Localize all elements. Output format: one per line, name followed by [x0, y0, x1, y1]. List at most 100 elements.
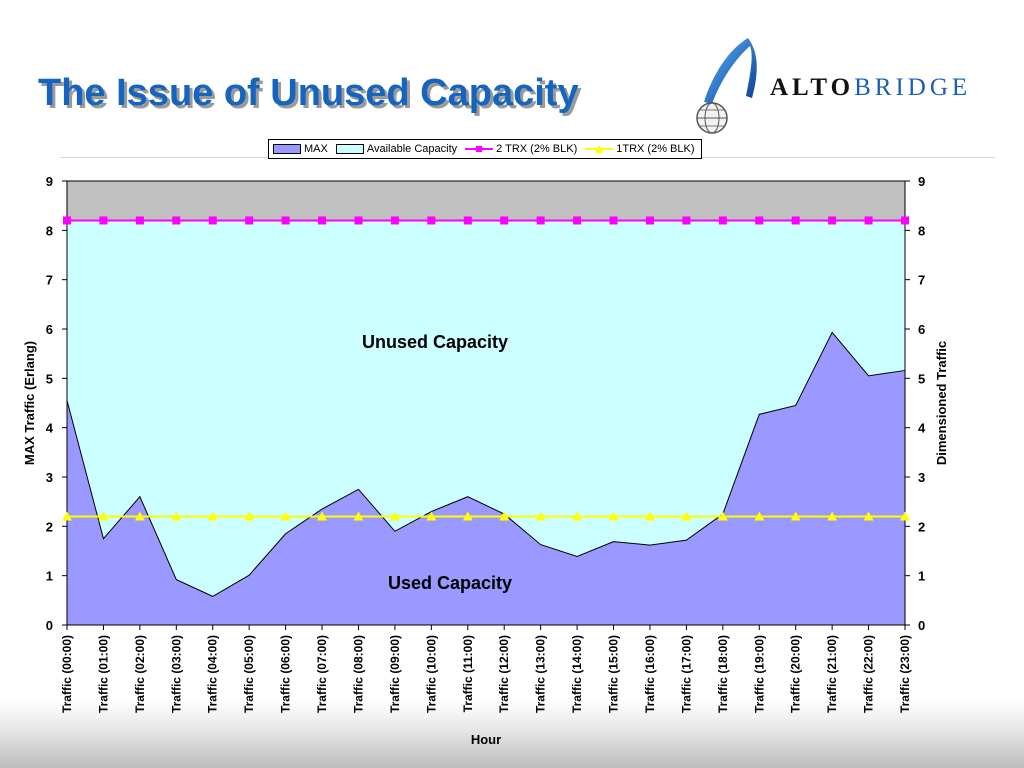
x-axis-tick-label: Traffic (20:00) — [789, 635, 803, 713]
altobridge-logo: ALTOBRIDGE — [690, 36, 1000, 136]
y-axis-tick-label: 1 — [46, 569, 53, 584]
x-axis-tick-label: Traffic (03:00) — [169, 635, 183, 713]
trx1-point — [827, 511, 838, 521]
x-axis-tick-label: Traffic (13:00) — [534, 635, 548, 713]
y2-axis-tick-label: 3 — [918, 470, 925, 485]
x-axis-tick-label: Traffic (01:00) — [96, 635, 110, 713]
x-axis-tick-label: Traffic (17:00) — [679, 635, 693, 713]
slide-title: The Issue of Unused Capacity — [38, 72, 579, 114]
trx1-point — [317, 511, 328, 521]
trx2-point — [718, 216, 727, 225]
max-traffic-outline — [66, 331, 906, 597]
legend-item-available: Available Capacity — [335, 143, 458, 155]
trx2-point — [573, 216, 582, 225]
x-axis-title: Hour — [471, 732, 501, 747]
legend-label-2trx: 2 TRX (2% BLK) — [496, 143, 578, 155]
x-axis-tick-label: Traffic (11:00) — [461, 635, 475, 712]
y-axis-tick-label: 7 — [46, 273, 53, 288]
trx2-point — [536, 216, 545, 225]
trx2-point — [755, 216, 764, 225]
trx1-point — [681, 511, 692, 521]
trx1-point — [134, 511, 145, 521]
x-axis-tick-label: Traffic (09:00) — [388, 635, 402, 713]
legend-label-1trx: 1TRX (2% BLK) — [616, 143, 695, 155]
trx2-point — [427, 216, 436, 225]
y2-axis-tick-label: 9 — [918, 174, 925, 189]
trx1-point — [353, 511, 364, 521]
trx2-point — [500, 216, 509, 225]
legend-swatch-available — [335, 144, 364, 154]
x-axis-tick-label: Traffic (16:00) — [643, 635, 657, 713]
trx2-point — [63, 216, 71, 225]
x-axis-tick-label: Traffic (23:00) — [898, 635, 912, 713]
x-axis-tick-label: Traffic (14:00) — [570, 635, 584, 713]
trx1-point — [462, 511, 473, 521]
legend-label-available: Available Capacity — [366, 143, 458, 155]
unused-capacity-annotation: Unused Capacity — [362, 332, 508, 352]
trx2-point — [645, 216, 654, 225]
x-axis-tick-label: Traffic (22:00) — [862, 635, 876, 713]
y-axis-tick-label: 2 — [46, 519, 53, 534]
trx2-point — [208, 216, 217, 225]
x-axis-tick-label: Traffic (05:00) — [242, 635, 256, 713]
trx1-point — [98, 511, 109, 521]
trx2-point — [901, 216, 909, 225]
y-axis-tick-label: 5 — [46, 371, 53, 386]
trx1-point — [244, 511, 255, 521]
trx1-point — [280, 511, 291, 521]
y-axis-tick-label: 0 — [46, 618, 53, 633]
x-axis-tick-label: Traffic (02:00) — [133, 635, 147, 713]
chart-legend: MAX Available Capacity 2 TRX (2% BLK) 1T… — [268, 139, 702, 159]
trx2-point — [245, 216, 254, 225]
y2-axis-tick-label: 5 — [918, 371, 925, 386]
x-axis-tick-label: Traffic (06:00) — [279, 635, 293, 713]
logo-swoosh-globe-icon — [696, 38, 757, 134]
y-axis-tick-label: 8 — [46, 223, 53, 238]
y2-axis-tick-label: 1 — [918, 569, 925, 584]
legend-item-1trx: 1TRX (2% BLK) — [585, 143, 695, 155]
trx2-point — [99, 216, 108, 225]
trx1-point — [389, 511, 400, 521]
trx2-point — [172, 216, 181, 225]
y-axis-title: MAX Traffic (Erlang) — [22, 341, 37, 465]
plot-area-border — [66, 180, 906, 626]
trx1-point — [171, 511, 182, 521]
trx1-point — [535, 511, 546, 521]
y-axis-tick-label: 9 — [46, 174, 53, 189]
x-axis-tick-label: Traffic (08:00) — [351, 635, 365, 713]
trx1-point — [608, 511, 619, 521]
trx1-point — [644, 511, 655, 521]
legend-swatch-1trx — [585, 144, 614, 154]
trx1-point — [863, 511, 874, 521]
trx1-point — [499, 511, 510, 521]
trx1-point — [207, 511, 218, 521]
trx2-point — [864, 216, 873, 225]
x-axis-tick-label: Traffic (18:00) — [716, 635, 730, 713]
x-axis-tick-label: Traffic (21:00) — [825, 635, 839, 713]
trx1-point — [790, 511, 801, 521]
x-axis-tick-label: Traffic (19:00) — [752, 635, 766, 713]
trx2-point — [791, 216, 800, 225]
used-capacity-annotation: Used Capacity — [388, 573, 512, 593]
trx1-point — [900, 511, 910, 521]
x-axis-tick-label: Traffic (15:00) — [607, 635, 621, 713]
y-axis-tick-label: 4 — [46, 421, 54, 436]
legend-swatch-2trx — [465, 144, 494, 154]
trx2-point — [463, 216, 472, 225]
x-axis-tick-label: Traffic (04:00) — [206, 635, 220, 713]
trx2-point — [609, 216, 618, 225]
legend-swatch-max — [273, 144, 301, 154]
bottom-gradient-band — [0, 700, 1024, 768]
trx1-point — [572, 511, 583, 521]
logo-word-alto: ALTO — [770, 74, 855, 101]
trx1-point — [754, 511, 765, 521]
max-traffic-area — [67, 332, 905, 625]
trx1-point — [426, 511, 437, 521]
trx2-point — [682, 216, 691, 225]
trx1-point — [62, 511, 72, 521]
available-capacity-area — [67, 220, 905, 625]
x-axis-tick-label: Traffic (10:00) — [424, 635, 438, 713]
y2-axis-tick-label: 6 — [918, 322, 925, 337]
legend-item-max: MAX — [273, 143, 328, 155]
